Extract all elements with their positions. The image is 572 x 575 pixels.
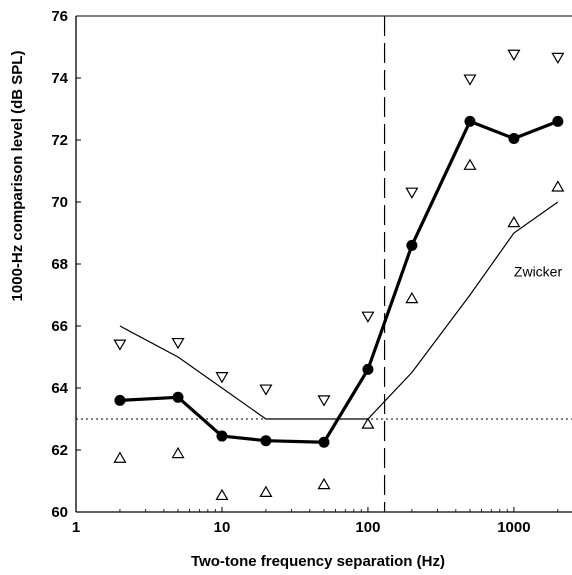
mean-point [508,132,520,144]
axis-ticks: 60 62 64 66 68 70 72 74 76 1 10 100 1000 [51,8,559,536]
x-tick-label: 10 [214,519,231,536]
zwicker-model-line [119,201,559,420]
y-tick-label: 64 [51,380,68,397]
lower-bound-point [317,477,331,490]
lower-bound-point [507,215,521,228]
upper-bound-point [317,395,331,407]
x-tick-label: 1 [72,519,80,536]
lower-bound-point [361,417,375,429]
annotations: Zwicker [514,263,563,279]
lower-bound-point [259,485,273,497]
upper-bound-point [405,187,419,199]
lower-bound-point [171,446,185,459]
y-tick-label: 74 [51,70,68,87]
upper-bound-point [507,49,521,61]
lower-bound-point [113,451,127,463]
mean-point [172,391,184,403]
mean-point [216,430,228,442]
y-tick-label: 72 [51,132,68,149]
upper-bound-point [361,311,375,323]
mean-point [464,115,476,127]
mean-point [260,435,272,447]
lower-bound-point [551,180,565,192]
upper-bound-point [259,384,273,396]
upper-bound-point [171,337,185,350]
upper-bound-point [215,372,229,384]
x-tick-label: 1000 [497,519,530,536]
lower-bound-point [463,158,477,170]
mean-point [362,363,374,375]
lower-bound-point [405,291,419,304]
mean-point [114,394,126,406]
y-tick-label: 76 [51,8,68,25]
reference-lines [76,16,572,512]
upper-bound-point [113,339,127,351]
y-tick-label: 70 [51,194,68,211]
zwicker-label: Zwicker [514,263,563,279]
mean-series-line [119,119,559,444]
x-axis-title: Two-tone frequency separation (Hz) [191,553,445,570]
mean-point [406,239,418,251]
series-lines [119,119,559,444]
data-markers [113,49,565,501]
mean-point [318,436,330,448]
y-axis-title: 1000-Hz comparison level (dB SPL) [9,51,26,302]
upper-bound-point [463,74,477,86]
mean-point [552,115,564,127]
upper-bound-point [551,52,565,65]
x-tick-label: 100 [355,519,380,536]
y-tick-label: 68 [51,256,68,273]
lower-bound-point [215,488,229,501]
y-tick-label: 66 [51,318,68,335]
y-tick-label: 60 [51,504,68,521]
y-tick-label: 62 [51,442,68,459]
